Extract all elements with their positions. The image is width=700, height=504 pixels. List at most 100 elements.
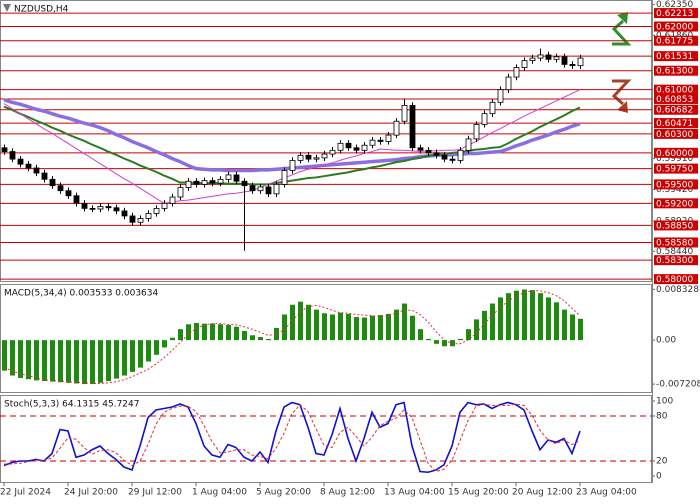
macd-bar bbox=[98, 340, 103, 383]
x-tick-label: 22 Jul 2024 bbox=[0, 488, 51, 498]
macd-bar bbox=[418, 329, 423, 341]
y-tick-label: 0.58440 bbox=[656, 247, 693, 257]
macd-bar bbox=[138, 340, 143, 368]
panel-title: Stoch(5,3,3) 64.1315 45.7247 bbox=[4, 400, 139, 410]
candle-body bbox=[521, 60, 528, 68]
macd-bar bbox=[90, 340, 95, 385]
macd-bar bbox=[122, 340, 127, 376]
candle-body bbox=[577, 57, 584, 67]
macd-bar bbox=[506, 293, 511, 341]
level-label: 0.60300 bbox=[656, 130, 693, 140]
macd-bar bbox=[170, 337, 175, 341]
candle-body bbox=[529, 57, 536, 62]
level-label: 0.61531 bbox=[656, 52, 693, 62]
macd-bar bbox=[546, 297, 551, 341]
level-label: 0.61775 bbox=[656, 37, 693, 47]
level-label: 0.62000 bbox=[656, 23, 693, 33]
macd-bar bbox=[154, 340, 159, 355]
macd-bar bbox=[106, 340, 111, 382]
moving-average bbox=[3, 89, 581, 204]
level-label-box bbox=[654, 104, 698, 115]
candle-body bbox=[297, 154, 304, 161]
macd-bar bbox=[298, 301, 303, 341]
macd-bar bbox=[474, 319, 479, 341]
level-label-box bbox=[654, 237, 698, 248]
macd-bar bbox=[218, 324, 223, 341]
down-arrow bbox=[611, 79, 632, 106]
candle-body bbox=[337, 142, 344, 151]
macd-bar bbox=[58, 340, 63, 383]
macd-panel-frame bbox=[0, 284, 652, 393]
candle-body bbox=[185, 180, 192, 188]
macd-bar bbox=[290, 304, 295, 341]
candle-body bbox=[425, 149, 432, 154]
level-label-box bbox=[654, 35, 698, 46]
macd-bar bbox=[234, 326, 239, 341]
candle-body bbox=[313, 157, 320, 160]
level-label-box bbox=[654, 147, 698, 158]
level-label: 0.59750 bbox=[656, 165, 693, 175]
macd-bar bbox=[34, 340, 39, 381]
x-tick-label: 8 Aug 12:00 bbox=[320, 488, 375, 498]
candle-body bbox=[441, 154, 448, 160]
price-panel-frame bbox=[0, 0, 652, 282]
level-label: 0.58300 bbox=[656, 256, 693, 266]
y-tick-label: -0.007208 bbox=[656, 380, 700, 390]
candle-body bbox=[153, 207, 160, 214]
candle-body bbox=[321, 153, 328, 159]
level-label: 0.60853 bbox=[656, 95, 693, 105]
candle-body bbox=[553, 56, 560, 60]
candle-body bbox=[97, 206, 104, 210]
candle-body bbox=[361, 144, 368, 151]
candle-body bbox=[209, 180, 216, 184]
macd-bar bbox=[578, 318, 583, 341]
y-tick-label: 0.00 bbox=[656, 336, 676, 346]
candle-body bbox=[41, 172, 48, 180]
candle-body bbox=[417, 147, 424, 151]
candle-body bbox=[49, 178, 56, 187]
level-label: 0.60000 bbox=[656, 149, 693, 159]
moving-average bbox=[3, 105, 581, 186]
y-tick-label: 0 bbox=[656, 472, 662, 482]
level-label-box bbox=[654, 255, 698, 266]
macd-bar bbox=[194, 323, 199, 341]
x-tick-label: 23 Aug 04:00 bbox=[576, 488, 637, 498]
y-tick-label: 0.008328 bbox=[656, 285, 699, 295]
level-label-box bbox=[654, 198, 698, 209]
level-label: 0.62213 bbox=[656, 9, 693, 19]
candle-body bbox=[489, 101, 496, 115]
stoch-panel-frame bbox=[0, 395, 652, 483]
candle-body bbox=[105, 206, 112, 209]
candle-body bbox=[129, 215, 136, 223]
candle-body bbox=[89, 207, 96, 210]
macd-bar bbox=[42, 340, 47, 382]
candle-body bbox=[289, 159, 296, 171]
candle-body bbox=[17, 158, 24, 165]
macd-bar bbox=[330, 314, 335, 341]
y-tick-label: 100 bbox=[656, 397, 673, 407]
candle-body bbox=[161, 202, 168, 209]
x-tick-label: 5 Aug 20:00 bbox=[256, 488, 311, 498]
panel-title: NZDUSD,H4 bbox=[14, 5, 69, 15]
macd-bar bbox=[410, 315, 415, 341]
macd-bar bbox=[130, 340, 135, 372]
level-label: 0.60682 bbox=[656, 106, 693, 116]
candle-body bbox=[113, 207, 120, 212]
macd-bar bbox=[26, 340, 31, 380]
macd-bar bbox=[322, 313, 327, 341]
level-label-box bbox=[654, 8, 698, 19]
macd-bar bbox=[258, 337, 263, 341]
macd-bar bbox=[458, 338, 463, 341]
macd-bar bbox=[426, 338, 431, 341]
candle-body bbox=[201, 180, 208, 185]
macd-bar bbox=[18, 340, 23, 378]
panel-title: MACD(5,34,4) 0.003533 0.003634 bbox=[4, 289, 159, 299]
macd-bar bbox=[498, 297, 503, 341]
macd-bar bbox=[250, 335, 255, 341]
candle-body bbox=[537, 54, 544, 59]
level-label: 0.60471 bbox=[656, 119, 693, 129]
level-label-box bbox=[654, 128, 698, 139]
candle-body bbox=[329, 149, 336, 155]
